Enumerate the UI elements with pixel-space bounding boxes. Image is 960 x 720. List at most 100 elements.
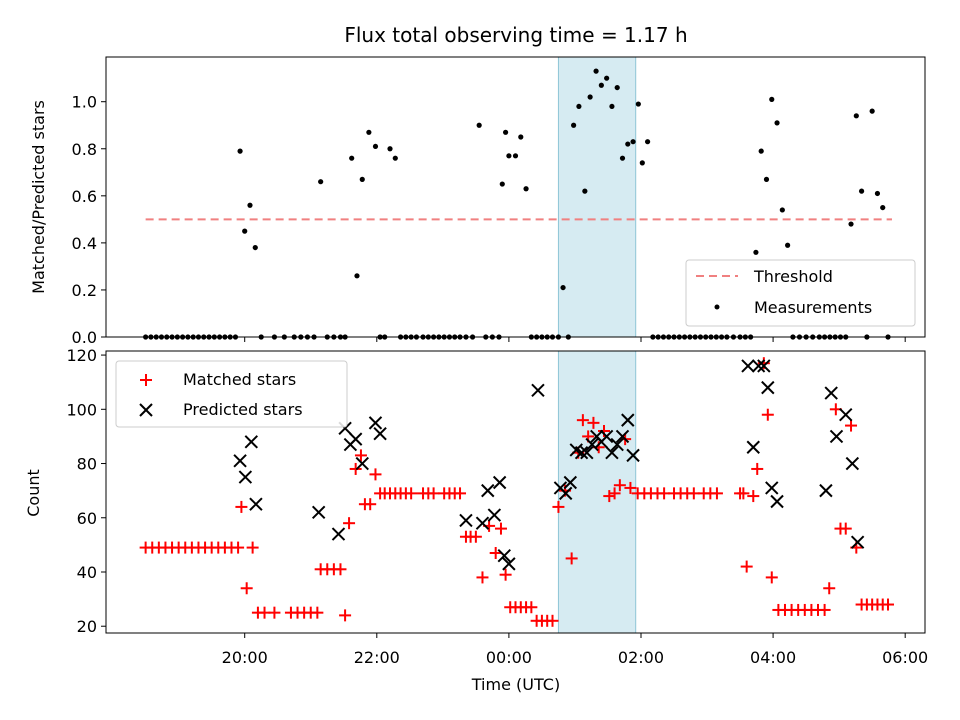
top-highlight-span [557, 56, 637, 338]
predicted-star-point [599, 429, 614, 444]
bottom-x-tick-label: 02:00 [618, 648, 664, 667]
matched-star-point [311, 606, 324, 619]
matched-star-point [343, 517, 356, 530]
measurement-point [387, 146, 393, 152]
legend-matched-label: Matched stars [183, 370, 296, 389]
chart-title: Flux total observing time = 1.17 h [344, 23, 687, 47]
matched-star-point [710, 487, 723, 500]
legend-threshold-label: Threshold [753, 267, 833, 286]
top-y-tick-label: 0.0 [72, 328, 97, 347]
predicted-star-point [839, 408, 853, 422]
matched-star-point [369, 468, 382, 481]
bottom-x-ticks: 20:00 22:00 00:00 02:00 04:00 06:00 [222, 633, 928, 667]
bottom-y-tick-label: 120 [66, 346, 97, 365]
measurement-point [237, 148, 243, 154]
matched-star-point [235, 500, 248, 513]
matched-star-point [576, 414, 589, 427]
matched-star-point [546, 614, 559, 627]
matched-star-point [839, 522, 852, 535]
matched-star-point [587, 416, 600, 429]
predicted-star-point [244, 435, 259, 449]
measurement-point [242, 228, 248, 234]
top-y-tick-label: 0.2 [72, 281, 97, 300]
predicted-star-point [249, 497, 263, 511]
matched-star-point [334, 563, 347, 576]
predicted-star-point [610, 437, 624, 452]
matched-star-point [565, 552, 578, 565]
matched-star-point [268, 606, 281, 619]
measurement-point [349, 155, 355, 161]
bottom-y-tick-label: 60 [77, 509, 97, 528]
measurement-point [576, 103, 582, 110]
measurement-point [318, 179, 324, 185]
matched-star-point [603, 490, 616, 503]
matched-star-point [469, 530, 482, 543]
predicted-star-point [497, 549, 511, 563]
matched-star-point [454, 487, 467, 500]
measurement-point [644, 139, 651, 145]
matched-star-point [818, 603, 831, 616]
matched-star-point [349, 462, 362, 475]
measurement-point [587, 94, 593, 100]
predicted-star-point [615, 429, 630, 444]
legend-predicted-label: Predicted stars [183, 400, 303, 419]
measurement-point [506, 153, 512, 159]
measurement-point [779, 207, 785, 213]
matched-star-point [613, 479, 626, 492]
bottom-legend: Matched stars Predicted stars [115, 360, 348, 428]
predicted-star-point [531, 383, 545, 398]
x-axis-label: Time (UTC) [471, 675, 560, 694]
predicted-star-point [829, 429, 844, 444]
bottom-x-tick-label: 22:00 [354, 648, 400, 667]
legend-predicted-swatch [139, 403, 153, 417]
predicted-star-point [850, 535, 865, 549]
top-y-label: Matched/Predicted stars [29, 100, 48, 294]
measurement-point [630, 139, 636, 145]
predicted-star-point [348, 432, 363, 446]
matched-star-point [525, 601, 538, 614]
top-y-tick-label: 1.0 [72, 93, 97, 112]
predicted-star-point [580, 445, 594, 460]
predicted-star-point [558, 486, 573, 501]
predicted-star-point [574, 445, 589, 460]
measurement-point [614, 84, 620, 91]
matched-star-point [499, 568, 512, 581]
matched-star-point [737, 487, 750, 500]
measurement-point [785, 242, 791, 248]
measurement-point [758, 148, 764, 154]
measurement-point [598, 82, 604, 88]
matched-star-point [740, 560, 753, 573]
matched-star-point [232, 541, 245, 554]
bottom-x-tick-label: 00:00 [486, 648, 532, 667]
predicted-star-point [502, 557, 516, 571]
bottom-y-tick-label: 20 [77, 617, 97, 636]
measurement-point [874, 190, 881, 197]
predicted-star-point [233, 454, 247, 468]
measurement-point [247, 202, 253, 208]
matched-star-point [552, 500, 565, 513]
predicted-star-point [238, 470, 253, 484]
top-legend: Threshold Measurements [685, 259, 916, 327]
predicted-star-point [605, 445, 619, 460]
predicted-star-point [331, 527, 346, 541]
measurement-point [593, 68, 599, 74]
measurement-point [763, 176, 770, 182]
bottom-panel: 20 40 60 80 100 120 20:00 22:00 00:00 02:00 04:00… [24, 346, 928, 694]
top-y-tick-label: 0.6 [72, 187, 97, 206]
measurement-point [518, 134, 524, 140]
measurement-point [880, 204, 886, 211]
measurement-point [560, 284, 566, 291]
measurement-point [523, 186, 529, 192]
matched-star-point [489, 547, 502, 560]
measurements-points [143, 68, 891, 340]
matched-star-point [246, 541, 259, 554]
matched-star-point [751, 462, 764, 475]
predicted-star-point [751, 359, 766, 373]
matched-star-point [240, 582, 253, 595]
matched-star-point [354, 449, 367, 462]
matched-star-point [845, 419, 858, 432]
bottom-y-label: Count [24, 469, 43, 517]
measurement-point [853, 113, 859, 119]
measurement-point [604, 75, 610, 81]
bottom-legend-box [115, 360, 348, 428]
